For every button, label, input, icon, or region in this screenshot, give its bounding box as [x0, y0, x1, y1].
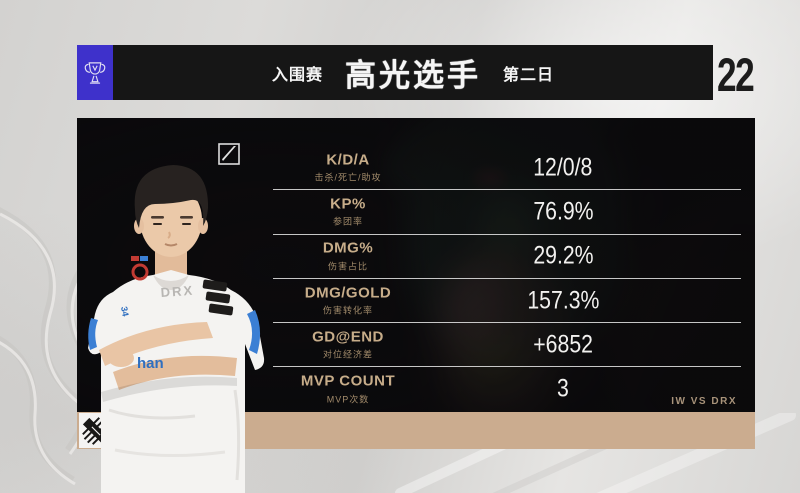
stat-value-text: 76.9%	[532, 197, 594, 226]
stat-labels: K/D/A 击杀/死亡/助攻	[273, 150, 423, 184]
stat-row-kp: KP% 参团率 76.9%	[273, 190, 741, 235]
stat-row-kda: K/D/A 击杀/死亡/助攻 12/0/8	[273, 146, 741, 191]
stat-sublabel: 伤害占比	[327, 260, 368, 271]
stat-value: 12/0/8	[423, 153, 703, 182]
stat-row-dmg-gold: DMG/GOLD 伤害转化率 157.3%	[273, 279, 741, 324]
jersey-lower-text: han	[137, 355, 164, 372]
jersey-sponsor-patches	[202, 279, 234, 316]
header-title-group: 入围赛 高光选手 第二日	[113, 45, 713, 100]
stat-value: 157.3%	[423, 286, 703, 315]
slash-watermark-icon	[218, 143, 240, 165]
stat-label: DMG/GOLD	[304, 283, 392, 301]
stat-sublabel: MVP次数	[326, 393, 370, 404]
matchup-label: IW VS DRX	[671, 396, 737, 407]
player-jersey	[88, 270, 265, 493]
stats-table: K/D/A 击杀/死亡/助攻 12/0/8 KP% 参团率 76.9% DMG%	[273, 146, 741, 411]
worlds-logo-badge	[77, 45, 113, 100]
stat-sublabel: 伤害转化率	[322, 305, 373, 316]
stage-label: 入围赛	[271, 66, 323, 84]
player-forearm-lower	[113, 355, 237, 390]
stat-row-mvp: MVP COUNT MVP次数 3	[273, 367, 741, 410]
stat-label: DMG%	[322, 239, 374, 257]
worlds-cup-icon	[84, 61, 106, 84]
stat-labels: KP% 参团率	[273, 196, 423, 228]
player-photo: DRX 34 han	[88, 165, 265, 493]
stat-labels: GD@END 对位经济差	[273, 329, 423, 361]
stat-value: +6852	[423, 330, 703, 359]
player-hair	[134, 165, 209, 228]
corner-number: 22	[717, 48, 755, 101]
stat-value-text: 3	[557, 374, 569, 403]
jersey-sleeve-number: 34	[119, 306, 131, 318]
stat-labels: MVP COUNT MVP次数	[273, 373, 423, 405]
stat-value: 76.9%	[423, 197, 703, 226]
stat-value-text: 12/0/8	[533, 153, 593, 182]
stat-labels: DMG/GOLD 伤害转化率	[273, 283, 423, 317]
jersey-red-logo	[131, 263, 149, 281]
stat-label: MVP COUNT	[300, 372, 396, 390]
stat-label: GD@END	[312, 328, 384, 346]
jersey-chest-text: DRX	[160, 283, 194, 300]
jersey-sleeve-trim	[247, 310, 261, 354]
stat-value-text: +6852	[533, 330, 593, 359]
stat-sublabel: 对位经济差	[322, 349, 373, 360]
day-label: 第二日	[503, 66, 555, 84]
stat-sublabel: 击杀/死亡/助攻	[314, 172, 382, 183]
player-hand	[108, 349, 134, 367]
stat-value-text: 29.2%	[532, 241, 594, 270]
stat-labels: DMG% 伤害占比	[273, 240, 423, 272]
stat-row-dmg: DMG% 伤害占比 29.2%	[273, 235, 741, 279]
stat-sublabel: 参团率	[332, 216, 363, 227]
stat-value: 3	[423, 375, 703, 404]
stat-value-text: 157.3%	[526, 286, 600, 315]
stat-label: K/D/A	[326, 150, 370, 168]
page-title: 高光选手	[345, 58, 481, 93]
stat-row-gd-end: GD@END 对位经济差 +6852	[273, 323, 741, 368]
stat-value: 29.2%	[423, 242, 703, 271]
header-bar: 入围赛 高光选手 第二日	[77, 45, 713, 100]
stat-label: KP%	[330, 195, 366, 213]
